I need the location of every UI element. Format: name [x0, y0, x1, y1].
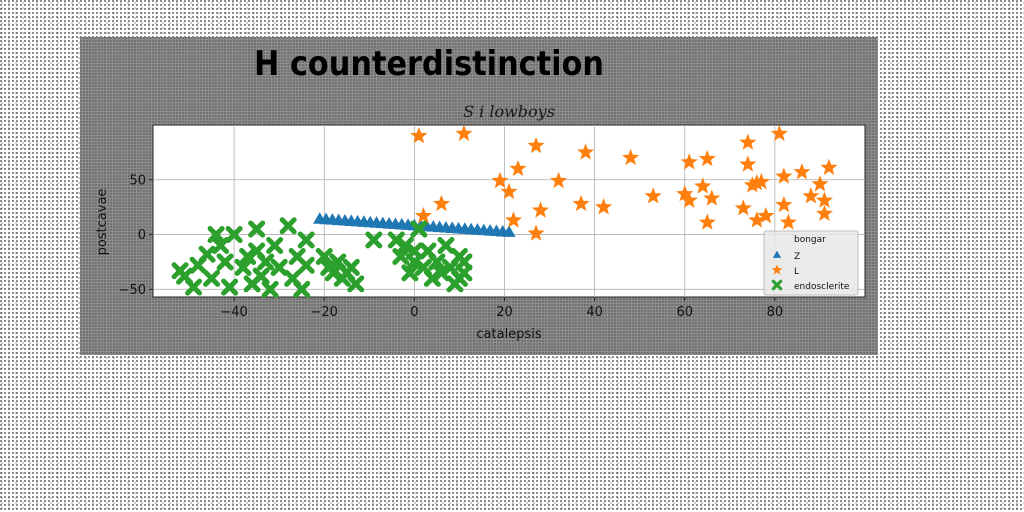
chart-figure: H counterdistinction S i lowboys −40 −20 0… [80, 37, 878, 355]
legend-label: L [794, 267, 799, 277]
y-tick-label: 50 [129, 173, 146, 188]
x-tick-label: −40 [220, 305, 247, 320]
y-axis-label: postcavae [95, 189, 110, 256]
plot-area [153, 125, 865, 297]
legend-title: bongar [794, 235, 826, 245]
scatter-chart: H counterdistinction S i lowboys −40 −20 0… [80, 37, 878, 355]
x-tick-label: 60 [676, 305, 693, 320]
legend-label: endosclerite [794, 282, 850, 292]
x-tick-label: −20 [311, 305, 338, 320]
y-tick-label: −50 [119, 283, 146, 298]
x-tick-label: 0 [410, 305, 418, 320]
x-axis-label: catalepsis [476, 327, 541, 342]
x-tick-label: 20 [496, 305, 513, 320]
y-tick-label: 0 [138, 228, 146, 243]
x-tick-label: 40 [586, 305, 603, 320]
chart-title: H counterdistinction [254, 44, 604, 84]
x-tick-label: 80 [767, 305, 784, 320]
legend-label: Z [794, 252, 800, 262]
chart-subtitle: S i lowboys [463, 102, 555, 121]
